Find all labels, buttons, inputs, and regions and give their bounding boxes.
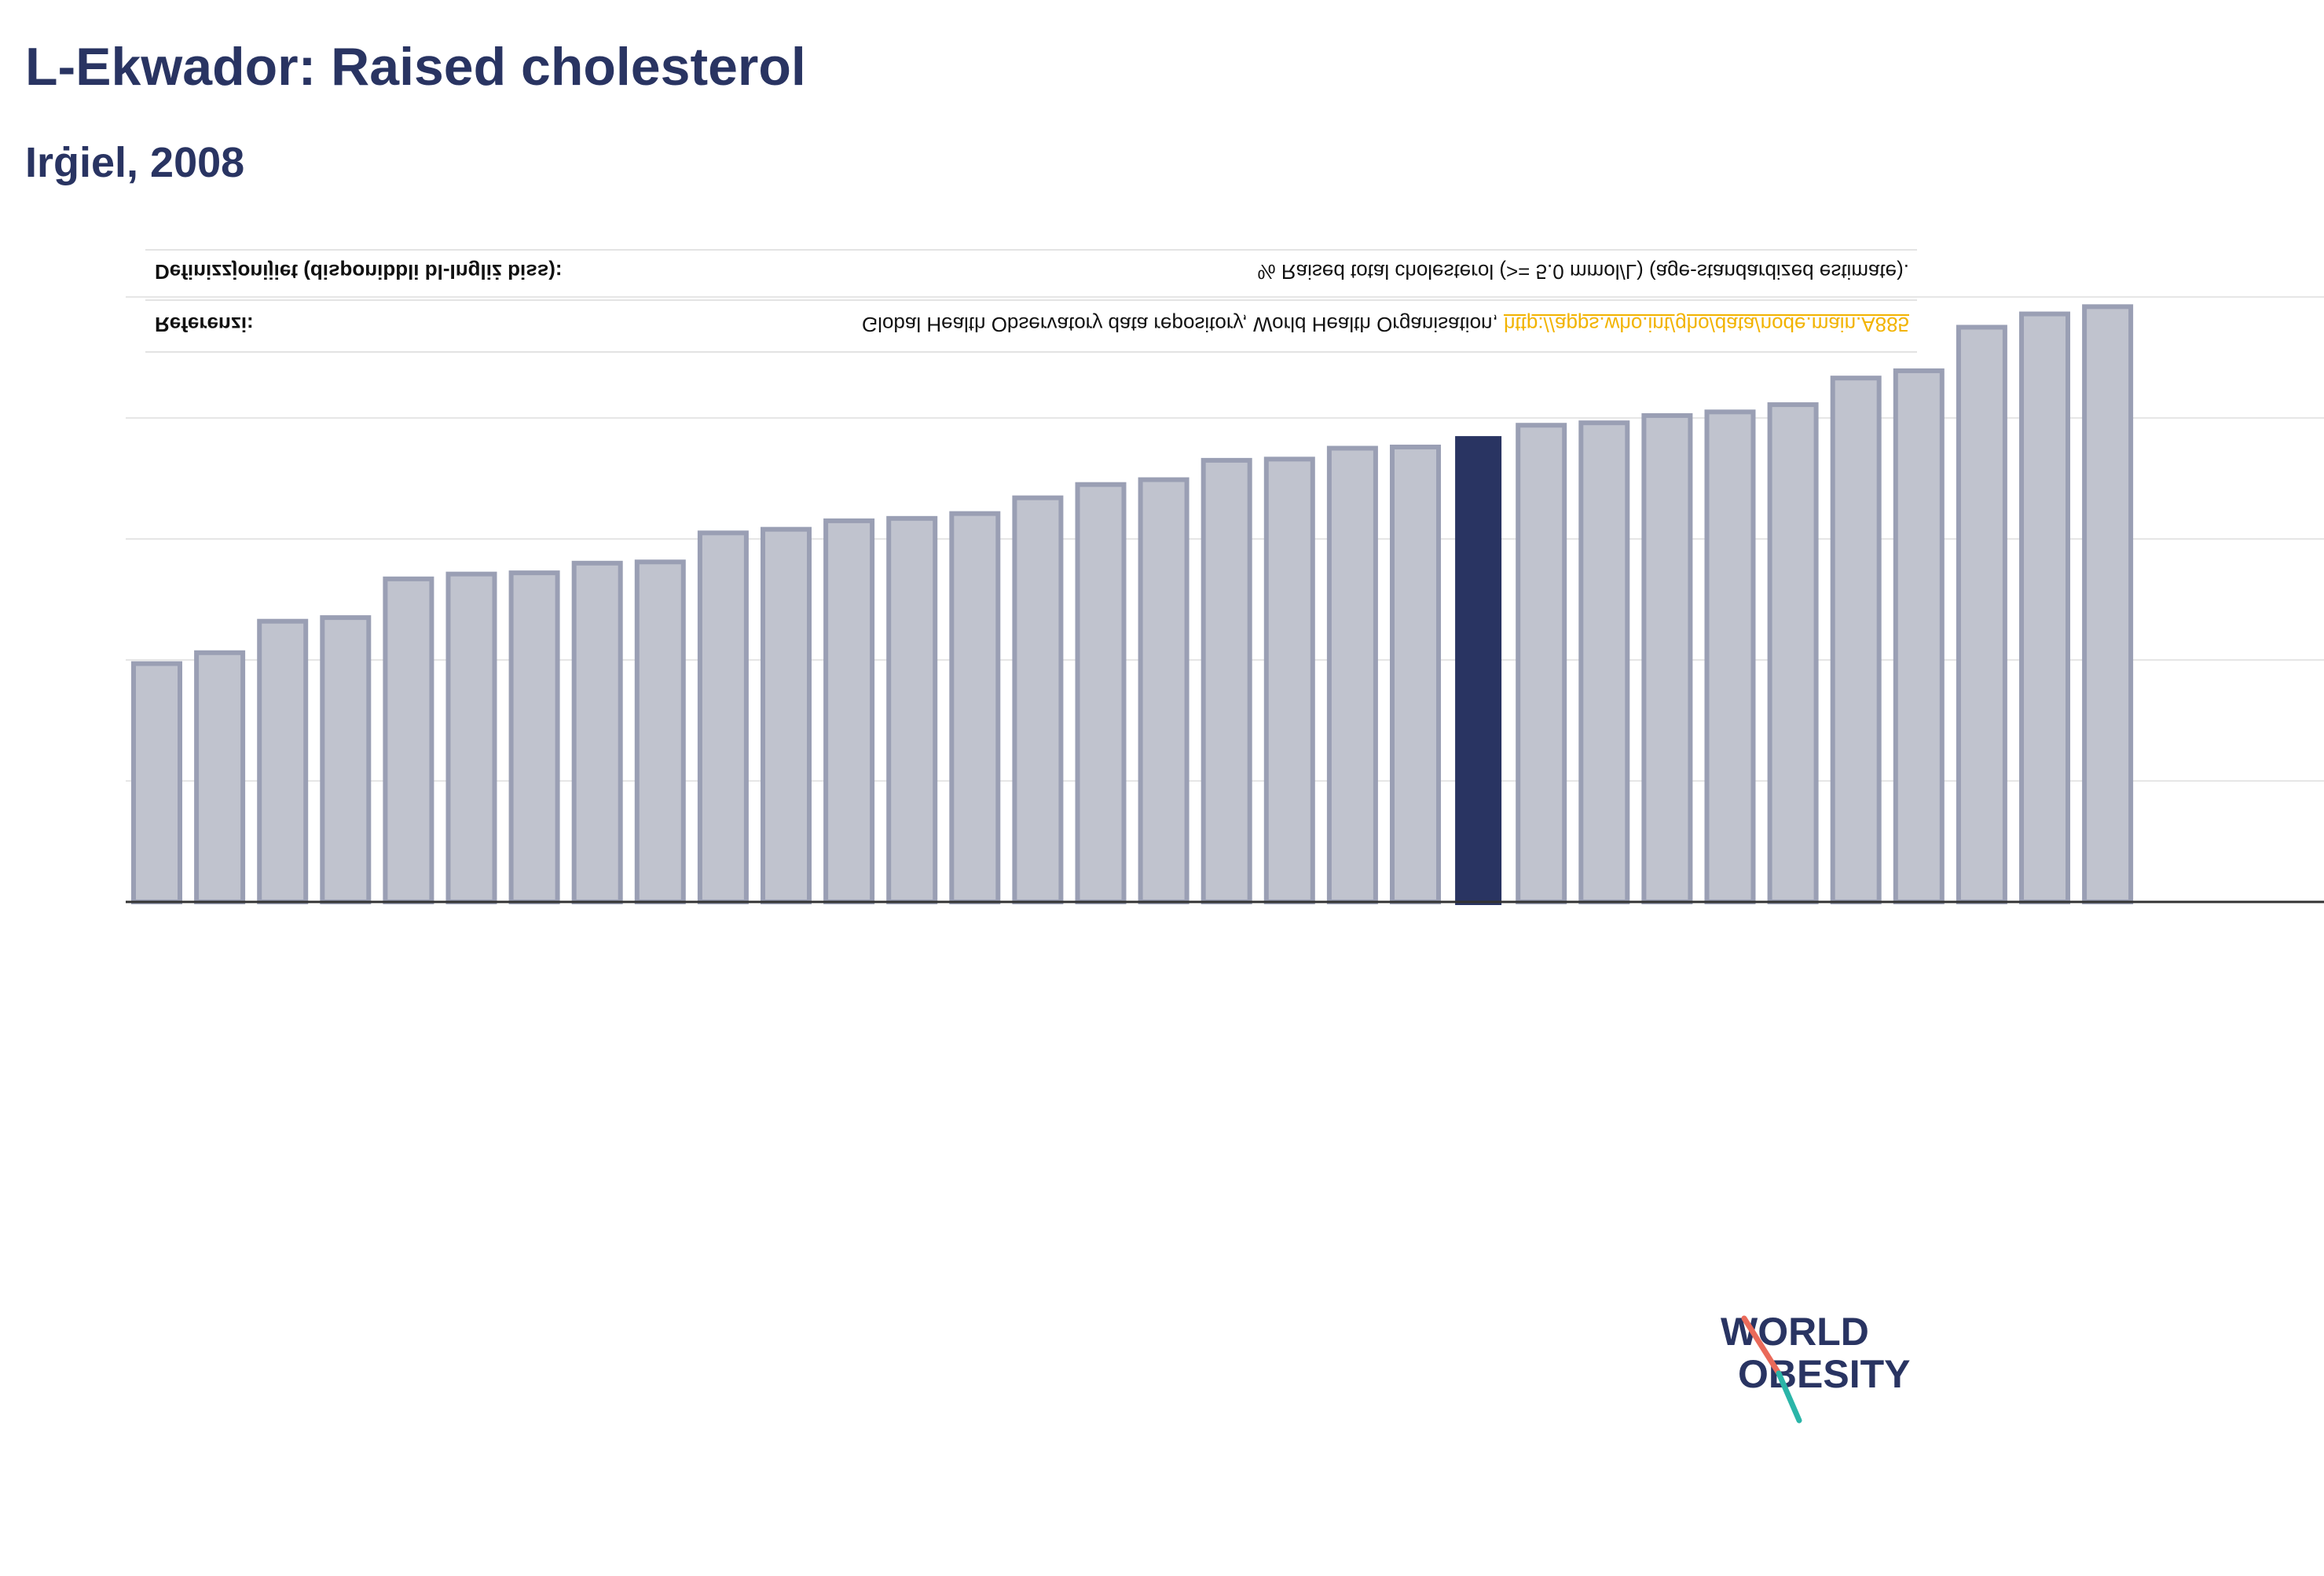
reference-source: Global Health Observatory data repositor… — [861, 313, 1498, 336]
bar — [1390, 444, 1441, 904]
bar — [1767, 402, 1819, 904]
definition-label: Definizzjonijiet (disponibbli bl-Ingliż … — [155, 260, 563, 284]
bar — [1326, 445, 1378, 904]
bar — [1578, 420, 1630, 904]
bar — [697, 530, 749, 904]
bar — [383, 576, 434, 904]
reference-text: Global Health Observatory data repositor… — [862, 312, 1909, 336]
bar — [1956, 324, 2007, 904]
chart-subtitle: Irġiel, 2008 — [25, 139, 245, 186]
bar — [1075, 482, 1127, 904]
bar — [1012, 495, 1064, 904]
reference-label: Referenzi: — [155, 313, 254, 336]
bar — [1516, 423, 1567, 904]
bar — [1138, 477, 1189, 904]
bar — [1830, 376, 1882, 904]
bar — [1893, 368, 1945, 904]
bar — [823, 518, 875, 905]
definition-text: % Raised total cholesterol (>= 5.0 mmol/… — [1257, 260, 1910, 284]
bar — [1200, 457, 1252, 904]
bar — [508, 570, 560, 904]
bar — [257, 618, 309, 904]
world-obesity-logo: OBESITY WORLD — [1721, 1312, 1910, 1424]
bar — [194, 650, 246, 904]
bar — [1704, 409, 1756, 904]
bars — [131, 304, 2134, 905]
chart-title: L-Ekwador: Raised cholesterol — [25, 37, 806, 97]
bar — [634, 559, 686, 904]
bar — [320, 615, 372, 904]
logo-text-obesity: OBESITY — [1738, 1352, 1910, 1396]
bar — [445, 571, 497, 904]
bar — [886, 515, 938, 904]
bar — [761, 526, 812, 904]
reference-link[interactable]: http://apps.who.int/gho/data/node.main.A… — [1503, 313, 1909, 336]
notes-box — [145, 249, 1917, 353]
bar-highlighted — [1455, 436, 1502, 905]
bar — [131, 661, 182, 904]
logo-slash-teal — [1776, 1370, 1802, 1424]
bar — [571, 560, 623, 904]
bar — [949, 511, 1001, 904]
bar — [2019, 311, 2070, 904]
bar — [2082, 304, 2134, 904]
bar — [1263, 456, 1315, 904]
logo-slash-red — [1741, 1315, 1782, 1376]
bar — [1641, 412, 1693, 904]
